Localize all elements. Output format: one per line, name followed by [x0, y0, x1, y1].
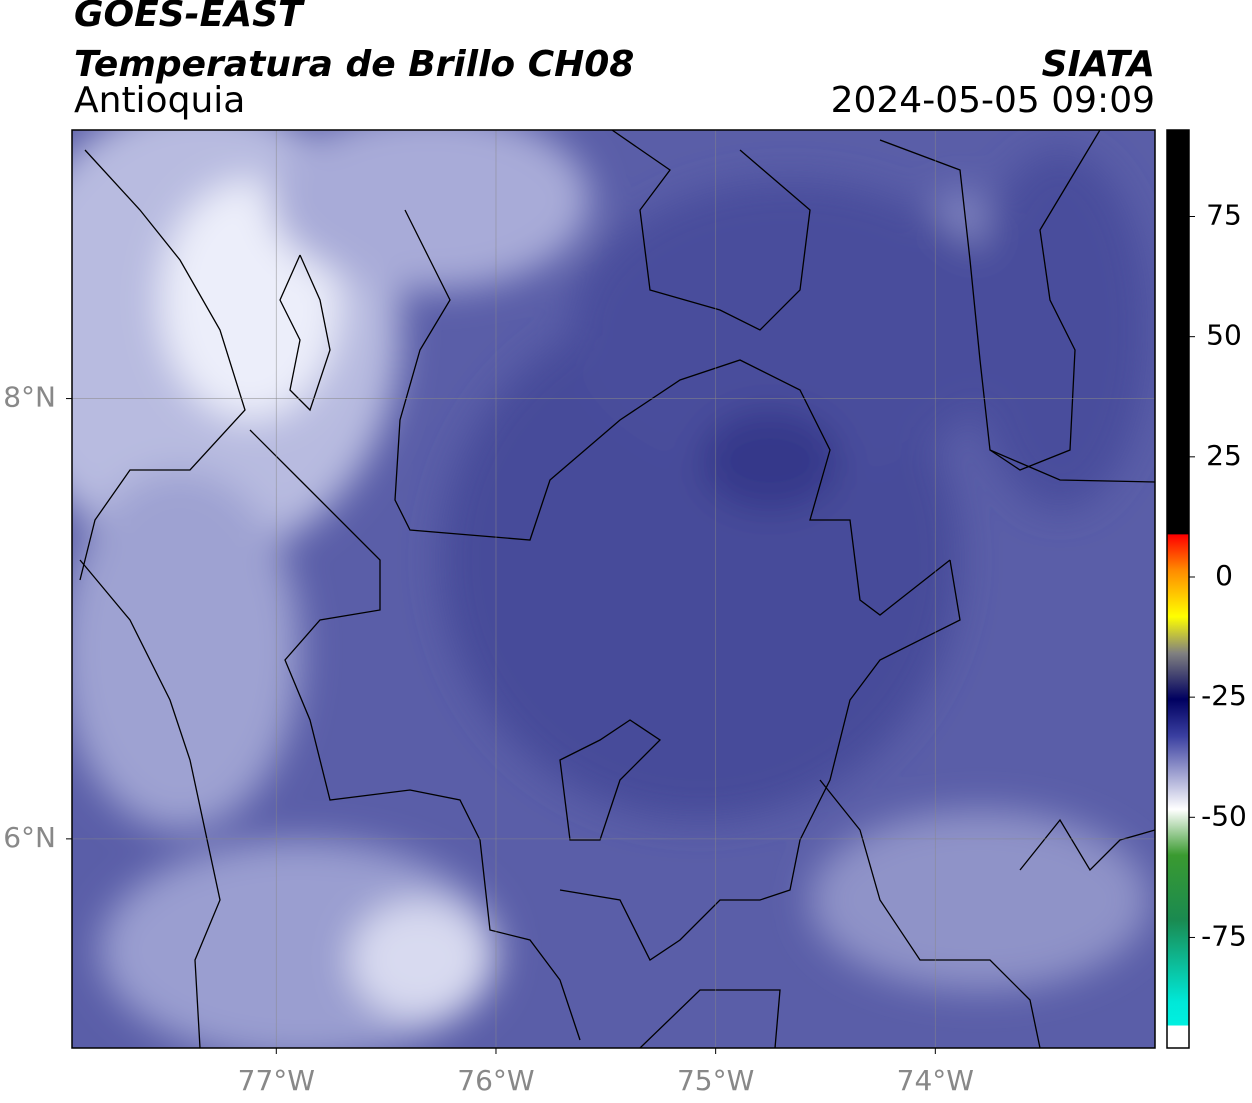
datetime: 2024-05-05 09:09 — [831, 80, 1155, 121]
y-tick-label: 8°N — [3, 381, 56, 414]
subtitle: Temperatura de Brillo CH08 — [74, 44, 634, 85]
source: SIATA — [1042, 44, 1155, 85]
y-tick-label: 6°N — [3, 821, 56, 854]
colorbar-tick-label: 0 — [1215, 559, 1233, 592]
colorbar-tick-label: -75 — [1201, 919, 1247, 952]
colorbar — [1166, 129, 1190, 1049]
colorbar-tick-label: 75 — [1206, 199, 1242, 232]
title: GOES-EAST — [74, 0, 305, 35]
map-frame — [71, 129, 1156, 1049]
x-tick-label: 77°W — [238, 1064, 315, 1097]
colorbar-tick-label: 50 — [1206, 319, 1242, 352]
map-image — [72, 130, 1155, 1048]
colorbar-tick-label: -50 — [1201, 799, 1247, 832]
x-tick-label: 76°W — [457, 1064, 534, 1097]
colorbar-tick-label: -25 — [1201, 679, 1247, 712]
region: Antioquia — [74, 80, 245, 121]
x-tick-label: 75°W — [677, 1064, 754, 1097]
colorbar-tick-label: 25 — [1206, 439, 1242, 472]
grid — [72, 130, 1155, 1048]
colorbar-ticks: 75 50 25 0 -25 -50 -75 — [1189, 199, 1247, 952]
x-tick-label: 74°W — [897, 1064, 974, 1097]
